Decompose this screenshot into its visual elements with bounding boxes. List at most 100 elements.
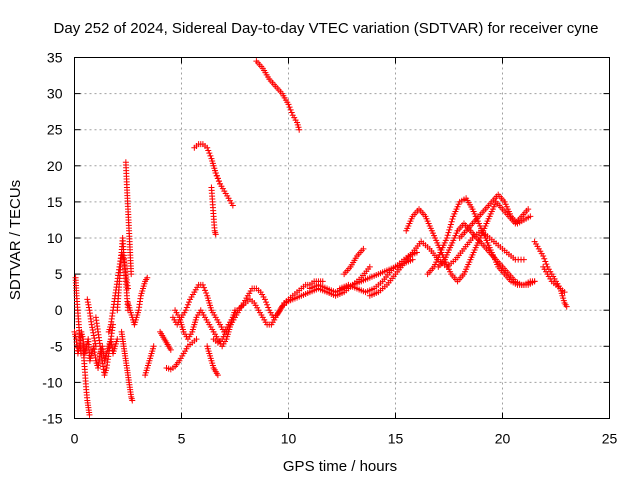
data-point <box>563 303 570 310</box>
series-t10 <box>142 343 157 379</box>
series-t32 <box>540 263 570 310</box>
x-tick-label: 15 <box>388 431 404 447</box>
data-point <box>531 278 538 285</box>
tick-layer: 0 5 10 15 20 25 -15 -10 -5 0 5 10 15 20 25 30 35 <box>42 50 617 447</box>
data-point <box>285 101 292 108</box>
x-tick-label: 0 <box>71 431 79 447</box>
data-point <box>89 324 96 331</box>
data-point <box>193 336 200 343</box>
series-t9 <box>125 274 151 328</box>
data-point <box>445 229 452 236</box>
points-layer <box>71 58 570 418</box>
data-point <box>286 104 293 111</box>
y-tick-label: 15 <box>47 194 63 210</box>
data-point <box>128 271 135 278</box>
series-t12 <box>163 336 200 373</box>
data-point <box>446 226 453 233</box>
series-t17 <box>212 170 236 209</box>
data-point <box>561 289 568 296</box>
y-axis-label: SDTVAR / TECUs <box>7 180 24 300</box>
data-point <box>144 274 151 281</box>
data-point <box>542 258 549 265</box>
data-point <box>89 327 96 334</box>
series-t24 <box>336 249 420 296</box>
data-point <box>203 290 210 297</box>
series-t25 <box>341 245 367 278</box>
data-point <box>212 231 219 238</box>
data-point <box>184 301 191 308</box>
data-point <box>212 170 219 177</box>
y-tick-label: 10 <box>47 230 63 246</box>
data-point <box>263 299 270 306</box>
data-point <box>150 343 157 350</box>
data-point <box>520 256 527 263</box>
data-point <box>207 152 214 159</box>
data-point <box>287 106 294 113</box>
data-point <box>213 172 220 179</box>
y-tick-label: -5 <box>50 338 63 354</box>
data-point <box>261 296 268 303</box>
series-t31 <box>531 238 568 296</box>
data-point <box>200 284 207 291</box>
data-point <box>543 261 550 268</box>
data-point <box>265 304 272 311</box>
data-point <box>215 178 222 185</box>
data-point <box>360 245 367 252</box>
series-t2 <box>80 343 93 418</box>
data-point <box>85 301 92 308</box>
data-point <box>86 411 93 418</box>
series-t1 <box>72 274 84 357</box>
series-t8 <box>118 328 136 404</box>
data-point <box>91 335 98 342</box>
series-t21 <box>253 58 303 133</box>
y-tick-label: 35 <box>47 50 63 66</box>
data-point <box>540 253 547 260</box>
data-point <box>204 144 211 151</box>
data-point <box>229 202 236 209</box>
series-t19 <box>210 285 294 346</box>
data-point <box>448 218 455 225</box>
data-point <box>182 307 189 314</box>
y-tick-label: 5 <box>55 266 63 282</box>
x-tick-label: 20 <box>495 431 511 447</box>
series-t3 <box>84 296 99 350</box>
x-axis-label: GPS time / hours <box>283 458 397 475</box>
series-t18 <box>204 343 221 379</box>
data-point <box>90 332 97 339</box>
data-point <box>84 299 91 306</box>
data-point <box>206 150 213 157</box>
data-point <box>296 126 303 133</box>
data-point <box>185 299 192 306</box>
data-point <box>205 147 212 154</box>
data-point <box>288 109 295 116</box>
y-tick-label: 30 <box>47 86 63 102</box>
data-point <box>183 304 190 311</box>
series-t29 <box>435 220 538 288</box>
data-point <box>199 281 206 288</box>
series-t11 <box>157 328 174 353</box>
data-point <box>84 296 91 303</box>
data-point <box>264 301 271 308</box>
x-tick-label: 5 <box>178 431 186 447</box>
data-point <box>443 235 450 241</box>
data-point <box>319 278 326 285</box>
data-point <box>366 263 373 270</box>
data-point <box>444 232 451 239</box>
data-point <box>85 304 92 311</box>
data-point <box>88 321 95 328</box>
data-point <box>202 287 209 294</box>
series-t27 <box>403 198 532 285</box>
data-point <box>449 216 456 223</box>
data-point <box>77 350 84 357</box>
y-tick-label: 20 <box>47 158 63 174</box>
data-point <box>447 224 454 231</box>
series-t7 <box>122 159 135 278</box>
series-t4 <box>92 314 117 379</box>
data-point <box>129 397 136 404</box>
data-point <box>525 206 532 213</box>
data-point <box>214 372 221 379</box>
chart-title: Day 252 of 2024, Sidereal Day-to-day VTE… <box>54 20 599 37</box>
series-t13 <box>169 281 228 335</box>
y-tick-label: 25 <box>47 122 63 138</box>
